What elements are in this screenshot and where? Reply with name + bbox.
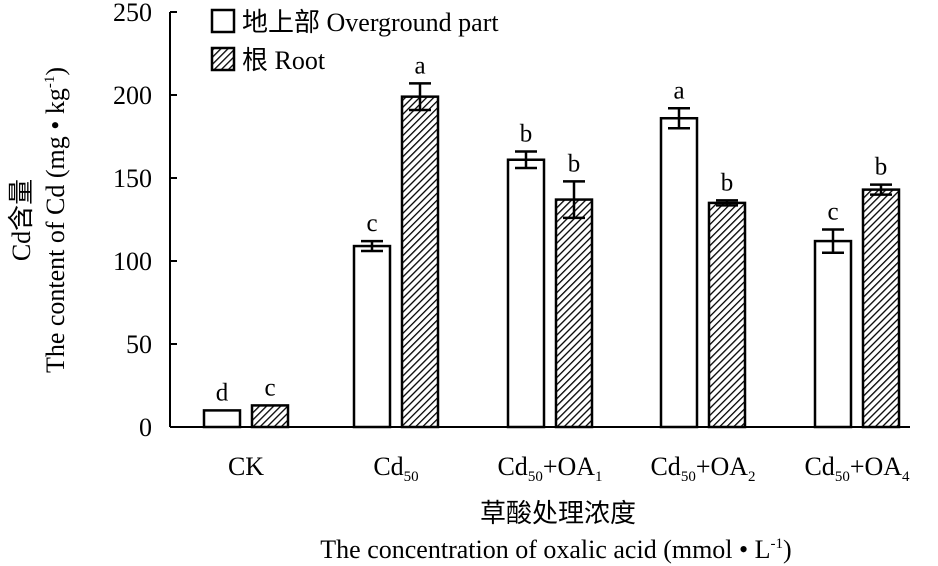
significance-label: b (875, 154, 888, 181)
legend: 地上部 Overground part 根 Root (210, 8, 499, 75)
x-tick-label: CK (228, 452, 264, 481)
x-axis-title-en: The concentration of oxalic acid (mmol •… (320, 535, 791, 564)
bar (400, 95, 440, 429)
x-tick-label-suffix-subscript: 1 (595, 469, 603, 485)
bar (250, 404, 290, 429)
bars (202, 82, 901, 429)
significance-label: a (673, 77, 684, 104)
x-tick-label-suffix-subscript: 4 (902, 469, 910, 485)
legend-swatch (210, 46, 236, 72)
x-tick-label-subscript: 50 (404, 469, 419, 485)
x-axis-title-en-superscript: -1 (771, 536, 784, 552)
bar (813, 239, 853, 429)
legend-label: 地上部 Overground part (242, 8, 499, 37)
x-tick-label-suffix-subscript: 2 (748, 469, 756, 485)
x-tick-label: Cd50+OA1 (497, 452, 602, 485)
y-axis-title-en-close: ) (41, 67, 70, 76)
significance-label: d (216, 379, 229, 406)
y-axis-title-en: The content of Cd (mg • kg-1) (41, 67, 70, 373)
significance-label: c (264, 374, 275, 401)
x-tick-label-main: Cd (804, 452, 834, 481)
significance-label: a (414, 52, 425, 79)
significance-label: c (366, 210, 377, 237)
x-axis-title-en-close: ) (783, 535, 792, 564)
x-tick-label-subscript: 50 (681, 469, 696, 485)
x-tick-label: Cd50 (373, 452, 418, 485)
legend-label: 根 Root (242, 46, 326, 75)
x-tick-label-main: Cd (373, 452, 403, 481)
significance-label: b (721, 169, 734, 196)
axis-titles: Cd含量 The content of Cd (mg • kg-1)草酸处理浓度T… (7, 67, 792, 564)
x-tick-label-suffix: +OA (696, 452, 748, 481)
y-tick-label: 50 (126, 330, 152, 359)
significance-label: b (520, 120, 533, 147)
significance-label: c (827, 198, 838, 225)
bar (861, 188, 901, 429)
x-tick-label-main: Cd (497, 452, 527, 481)
legend-swatch (210, 8, 236, 34)
bar (707, 201, 747, 429)
y-tick-label: 250 (113, 0, 152, 27)
data-labels: d c b a c c a b b b (216, 52, 888, 406)
x-tick-label-subscript: 50 (528, 469, 543, 485)
bar (506, 158, 546, 429)
x-axis-title-cn: 草酸处理浓度 (480, 499, 636, 528)
x-tick-label: Cd50+OA2 (650, 452, 755, 485)
significance-label: b (568, 150, 581, 177)
y-axis-title-en-main: The content of Cd (mg • kg (41, 88, 70, 373)
x-tick-label-main: CK (228, 452, 264, 481)
x-tick-label-main: Cd (650, 452, 680, 481)
y-axis-title-cn: Cd含量 (7, 179, 36, 261)
y-tick-label: 100 (113, 247, 152, 276)
bar (352, 244, 392, 429)
bar (202, 409, 242, 429)
x-axis-title-en-main: The concentration of oxalic acid (mmol •… (320, 535, 770, 564)
bar (659, 116, 699, 429)
x-tick-label: Cd50+OA4 (804, 452, 910, 485)
y-tick-label: 150 (113, 164, 152, 193)
x-tick-label-subscript: 50 (835, 469, 850, 485)
bar (554, 198, 594, 429)
y-tick-label: 0 (139, 413, 152, 442)
y-tick-label: 200 (113, 81, 152, 110)
y-axis-title-en-superscript: -1 (42, 76, 58, 89)
x-tick-label-suffix: +OA (543, 452, 595, 481)
x-tick-label-suffix: +OA (850, 452, 902, 481)
